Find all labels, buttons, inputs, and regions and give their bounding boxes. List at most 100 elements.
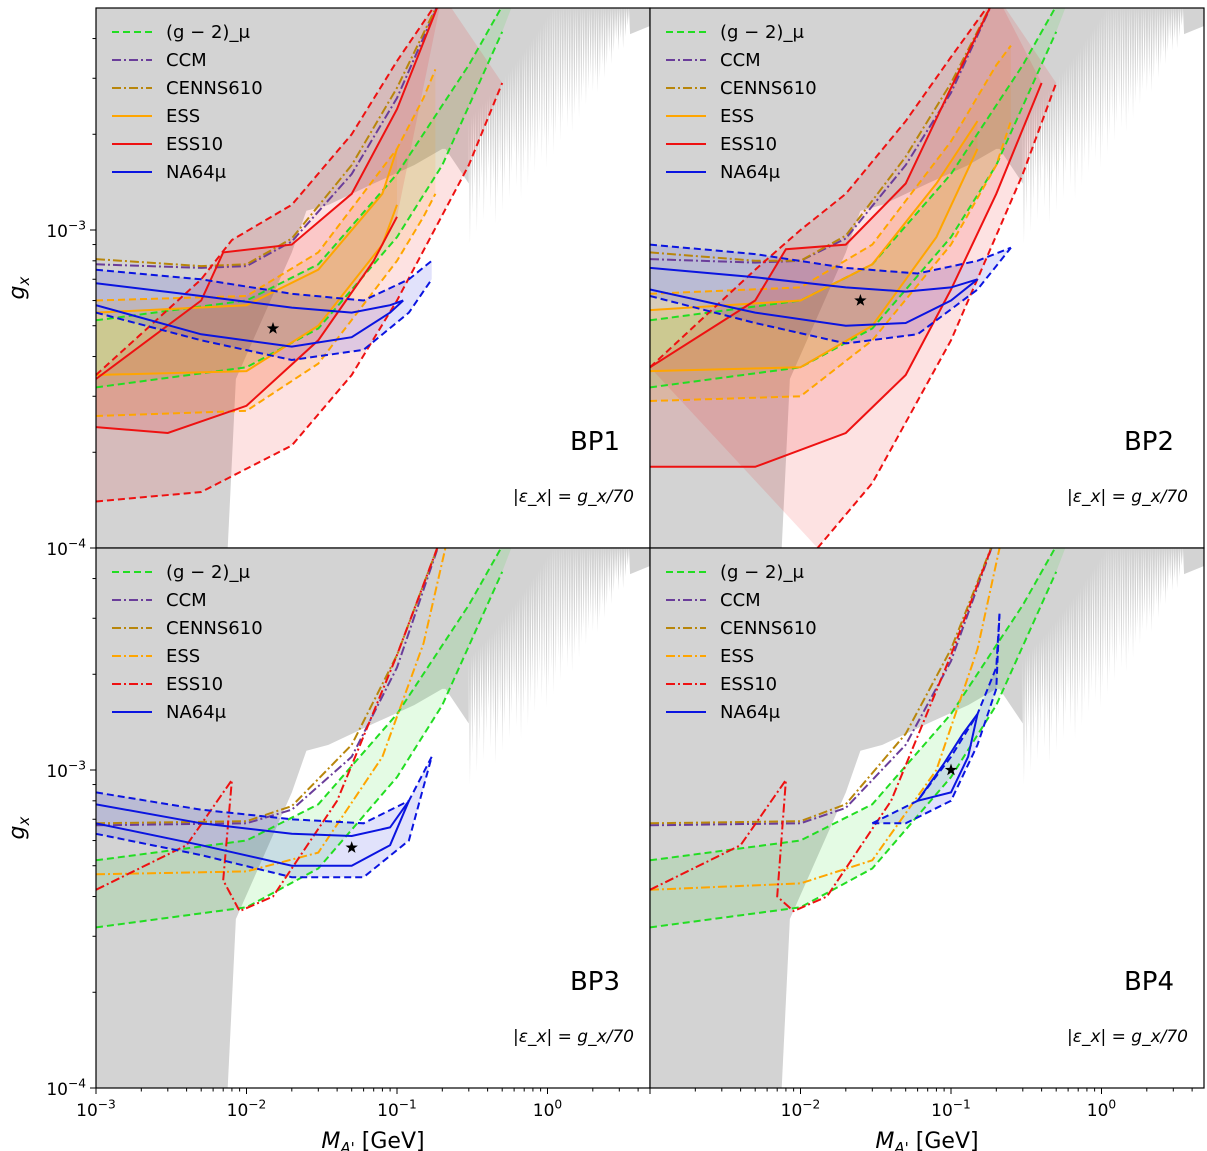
x-axis-ticks <box>649 1088 1193 1094</box>
series-lower-6 <box>917 713 979 802</box>
series-lower-0 <box>96 571 504 929</box>
y-axis-ticks <box>90 38 96 549</box>
y-tick-label: 10−3 <box>46 758 86 782</box>
y-tick-label: 10−4 <box>46 1076 86 1100</box>
series-line-2 <box>650 8 991 262</box>
series-upper-3 <box>650 45 1012 295</box>
panel-bp2: (g − 2)_μ CCM CENNS610 ESS ESS10 NA64μ BP2 |ε_x… <box>649 7 1205 554</box>
panel-bp3: (g − 2)_μ CCM CENNS610 ESS ESS10 NA64μ BP3 |ε_x… <box>5 547 651 1151</box>
axes-frame <box>649 547 1205 1089</box>
band-7 <box>96 260 432 360</box>
legend-label: CCM <box>720 50 761 71</box>
panel-title: BP2 <box>1124 427 1174 457</box>
x-axis-label: MA' [GeV] <box>875 1129 978 1151</box>
excluded-region <box>650 548 1204 1088</box>
y-tick-label: 10−3 <box>46 218 86 242</box>
series-lower-4 <box>650 148 979 373</box>
series-upper-5 <box>96 756 433 825</box>
legend-label: CCM <box>166 50 207 71</box>
legend-label: CENNS610 <box>720 618 817 639</box>
legend: (g − 2)_μ CCM CENNS610 ESS ESS10 NA64μ <box>112 562 263 723</box>
benchmark-star-icon <box>944 763 958 776</box>
y-axis-label: gx <box>5 276 33 299</box>
legend-label: CENNS610 <box>166 78 263 99</box>
excluded-region <box>96 548 650 1088</box>
series-lower-3 <box>650 120 1012 402</box>
legend-label: ESS10 <box>720 134 777 155</box>
series-lower-4 <box>96 204 398 376</box>
panel-annotation: |ε_x| = g_x/70 <box>513 487 634 507</box>
series-upper-8 <box>96 282 404 314</box>
legend-label: ESS <box>720 646 754 667</box>
x-axis-label: MA' [GeV] <box>321 1129 424 1151</box>
series-line-2 <box>650 548 993 825</box>
series-lower-0 <box>650 571 1058 929</box>
series-lower-0 <box>96 31 504 389</box>
series-upper-0 <box>650 548 1057 862</box>
plot-area <box>96 8 650 548</box>
legend: (g − 2)_μ CCM CENNS610 ESS ESS10 NA64μ <box>112 22 263 183</box>
y-axis-label: gx <box>5 816 33 839</box>
legend-label: NA64μ <box>720 702 781 723</box>
series-upper-6 <box>96 800 410 838</box>
legend-label: CCM <box>720 590 761 611</box>
x-tick-label: 10−3 <box>76 1097 116 1121</box>
series-lower-7 <box>650 247 1012 345</box>
x-tick-label: 10−2 <box>227 1097 267 1121</box>
series-line-3 <box>650 548 1001 891</box>
series-lower-5 <box>96 756 433 879</box>
plot-area <box>96 548 650 1088</box>
series-line-2 <box>96 8 437 268</box>
series-upper-0 <box>96 548 503 862</box>
plot-area <box>650 548 1204 1088</box>
legend-label: ESS <box>720 106 754 127</box>
legend-label: NA64μ <box>166 162 227 183</box>
legend-label: (g − 2)_μ <box>166 562 250 583</box>
panel-title: BP1 <box>570 427 620 457</box>
panel-annotation: |ε_x| = g_x/70 <box>513 1027 634 1047</box>
excluded-region <box>96 8 650 548</box>
series-upper-6 <box>916 713 979 802</box>
legend-label: ESS10 <box>166 134 223 155</box>
legend-label: ESS <box>166 646 200 667</box>
benchmark-star-icon <box>854 294 867 306</box>
panel-annotation: |ε_x| = g_x/70 <box>1067 1027 1188 1047</box>
legend-label: ESS <box>166 106 200 127</box>
panel-title: BP4 <box>1124 967 1174 997</box>
series-upper-5 <box>96 8 435 376</box>
y-tick-label: 10−4 <box>46 536 86 560</box>
legend-label: NA64μ <box>720 162 781 183</box>
series-line-2 <box>96 548 439 825</box>
series-upper-5 <box>650 8 988 369</box>
series-lower-0 <box>650 31 1058 389</box>
series-lower-6 <box>650 82 1043 468</box>
series-lower-8 <box>96 299 404 348</box>
band-0 <box>650 8 1066 388</box>
series-line-1 <box>96 8 438 269</box>
series-upper-5 <box>871 613 1001 825</box>
x-axis-ticks <box>95 1088 639 1094</box>
series-upper-6 <box>650 8 991 369</box>
legend: (g − 2)_μ CCM CENNS610 ESS ESS10 NA64μ <box>666 22 817 183</box>
legend-label: ESS10 <box>166 674 223 695</box>
x-tick-label: 10−2 <box>781 1097 821 1121</box>
series-lower-5 <box>96 82 504 503</box>
legend-label: (g − 2)_μ <box>720 22 804 43</box>
band-6 <box>650 8 1042 467</box>
series-lower-7 <box>96 278 433 362</box>
legend-label: CENNS610 <box>166 618 263 639</box>
panel-bp1: (g − 2)_μ CCM CENNS610 ESS ESS10 NA64μ BP1 |ε_x… <box>5 7 651 560</box>
series-upper-0 <box>96 8 503 322</box>
series-upper-6 <box>96 8 439 380</box>
legend-label: (g − 2)_μ <box>166 22 250 43</box>
series-lower-5 <box>872 613 1001 825</box>
band-5 <box>96 8 503 502</box>
excluded-region <box>650 8 1204 548</box>
band-0 <box>96 548 512 928</box>
legend-label: CENNS610 <box>720 78 817 99</box>
benchmark-star-icon <box>345 841 358 853</box>
plot-area <box>650 8 1204 548</box>
band-6 <box>96 8 440 433</box>
benchmark-star-icon <box>266 322 280 334</box>
